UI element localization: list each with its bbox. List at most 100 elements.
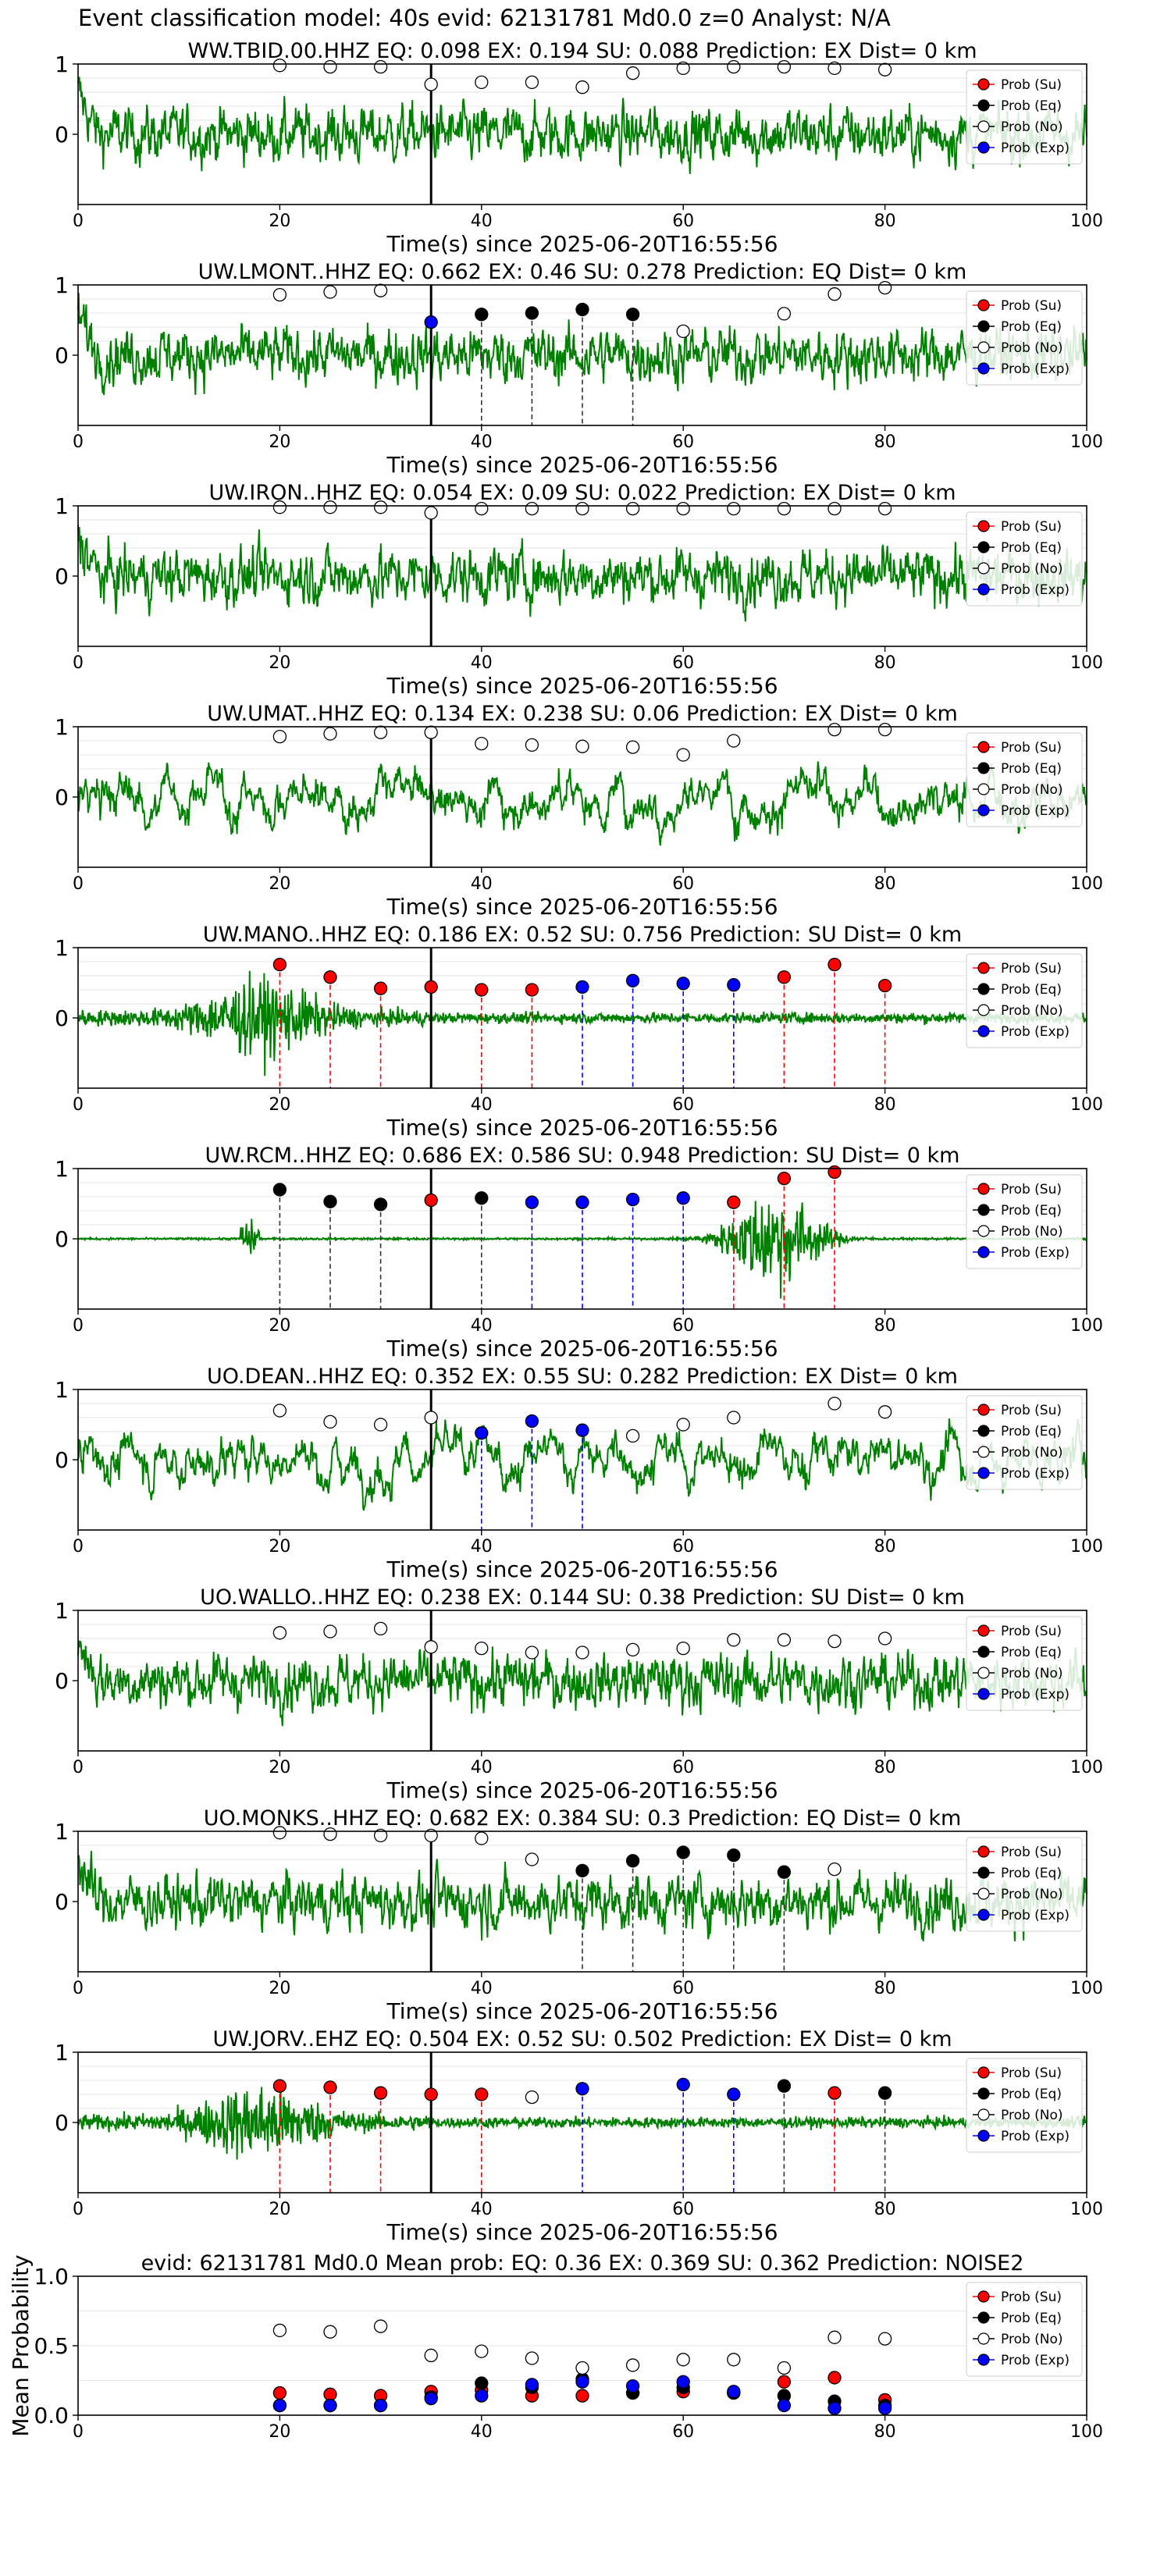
legend-label: Prob (Eq) (1001, 98, 1062, 114)
prob-point (475, 1641, 489, 1656)
prob-point (828, 61, 842, 76)
station-panel: WW.TBID.00.HHZ EQ: 0.098 EX: 0.194 SU: 0… (55, 39, 1103, 257)
y-tick-label: 1 (55, 714, 69, 740)
legend-label: Prob (Su) (1001, 740, 1062, 756)
x-tick-label: 20 (269, 874, 290, 894)
legend-marker (977, 2311, 990, 2324)
x-tick-label: 40 (471, 1979, 493, 1998)
prob-point (828, 2330, 842, 2344)
prob-point (424, 1828, 438, 1843)
prob-point (777, 501, 792, 516)
legend-label: Prob (Su) (1001, 961, 1062, 977)
x-axis-label: Time(s) since 2025-06-20T16:55:56 (386, 1557, 778, 1582)
x-tick-label: 20 (269, 1758, 290, 1777)
panel-title: UW.UMAT..HHZ EQ: 0.134 EX: 0.238 SU: 0.0… (207, 702, 958, 726)
legend-label: Prob (Eq) (1001, 1866, 1062, 1881)
y-tick-label: 0.5 (34, 2333, 69, 2359)
prob-point (625, 308, 640, 322)
x-tick-label: 80 (874, 1537, 896, 1557)
x-tick-label: 100 (1070, 1316, 1103, 1336)
prob-point (828, 287, 842, 301)
prob-point (373, 725, 388, 739)
x-tick-label: 80 (874, 1095, 896, 1115)
prob-point (828, 1862, 842, 1877)
legend-marker (977, 983, 990, 995)
legend: Prob (Su) Prob (Eq) Prob (No) Prob (Exp) (966, 290, 1083, 386)
prob-point (727, 1848, 741, 1863)
x-axis-label: Time(s) since 2025-06-20T16:55:56 (386, 673, 778, 699)
prob-point (373, 500, 388, 514)
legend-label: Prob (Exp) (1001, 2129, 1070, 2144)
prob-point (525, 2351, 539, 2365)
waveform-trace (77, 76, 1087, 174)
station-panel: UO.MONKS..HHZ EQ: 0.682 EX: 0.384 SU: 0.… (55, 1806, 1103, 2024)
y-tick-label: 0 (55, 1226, 69, 1252)
prob-point (777, 2361, 792, 2375)
x-tick-label: 20 (269, 1979, 290, 1998)
prob-point (877, 2086, 892, 2100)
legend-marker (977, 1909, 990, 1921)
prob-point (727, 1633, 741, 1647)
legend-label: Prob (No) (1001, 1887, 1063, 1902)
prob-point (877, 978, 892, 993)
prob-point (323, 500, 337, 514)
prob-point (323, 2080, 337, 2094)
prob-point (272, 2386, 287, 2400)
legend: Prob (Su) Prob (Eq) Prob (No) Prob (Exp) (966, 2058, 1083, 2153)
prob-point (323, 285, 337, 299)
prob-point (727, 2087, 741, 2101)
prob-point (373, 981, 388, 995)
y-axis-label: Mean Probability (8, 2254, 34, 2436)
x-tick-label: 60 (672, 432, 694, 452)
prob-point (777, 970, 792, 984)
legend-marker (977, 1646, 990, 1658)
y-tick-label: 1 (55, 1156, 69, 1182)
x-tick-label: 0 (73, 1537, 84, 1557)
x-tick-label: 80 (874, 1979, 896, 1998)
x-tick-label: 100 (1070, 212, 1103, 231)
legend-marker (977, 1404, 990, 1416)
figure-suptitle: Event classification model: 40s evid: 62… (78, 5, 891, 31)
x-tick-label: 40 (471, 2200, 493, 2219)
legend: Prob (Su) Prob (Eq) Prob (No) Prob (Exp) (966, 1174, 1083, 1269)
prob-point (727, 59, 741, 74)
x-tick-label: 40 (471, 1758, 493, 1777)
prob-point (575, 1646, 589, 1660)
legend-label: Prob (Su) (1001, 1403, 1062, 1418)
prob-point (877, 1631, 892, 1646)
prob-point (323, 2398, 337, 2413)
legend-label: Prob (No) (1001, 2332, 1063, 2347)
prob-point (323, 970, 337, 984)
prob-point (373, 2398, 388, 2413)
y-tick-label: 0 (55, 2110, 69, 2136)
legend-label: Prob (No) (1001, 1666, 1063, 1681)
legend-label: Prob (Exp) (1001, 2353, 1070, 2368)
legend-marker (977, 783, 990, 795)
legend-label: Prob (Su) (1001, 519, 1062, 535)
prob-point (625, 2358, 640, 2372)
prob-point (625, 1854, 640, 1868)
x-tick-label: 40 (471, 874, 493, 894)
prob-point (424, 1411, 438, 1425)
prob-point (575, 1423, 589, 1437)
y-tick-label: 1 (55, 272, 69, 298)
legend-label: Prob (No) (1001, 2108, 1063, 2123)
prob-point (676, 748, 690, 762)
prob-point (676, 977, 690, 991)
y-tick-label: 0 (55, 1668, 69, 1694)
prob-point (625, 973, 640, 987)
y-tick-label: 0 (55, 1447, 69, 1473)
y-tick-label: 1 (55, 493, 69, 519)
legend-marker (977, 120, 990, 133)
prob-point (475, 736, 489, 751)
y-tick-label: 0 (55, 785, 69, 810)
legend-label: Prob (Exp) (1001, 361, 1070, 377)
prob-point (575, 739, 589, 753)
prob-point (424, 2391, 438, 2406)
x-tick-label: 80 (874, 1758, 896, 1777)
legend-label: Prob (Exp) (1001, 1908, 1070, 1923)
legend-box (966, 511, 1083, 607)
legend-label: Prob (Eq) (1001, 319, 1062, 335)
prob-point (727, 1411, 741, 1425)
